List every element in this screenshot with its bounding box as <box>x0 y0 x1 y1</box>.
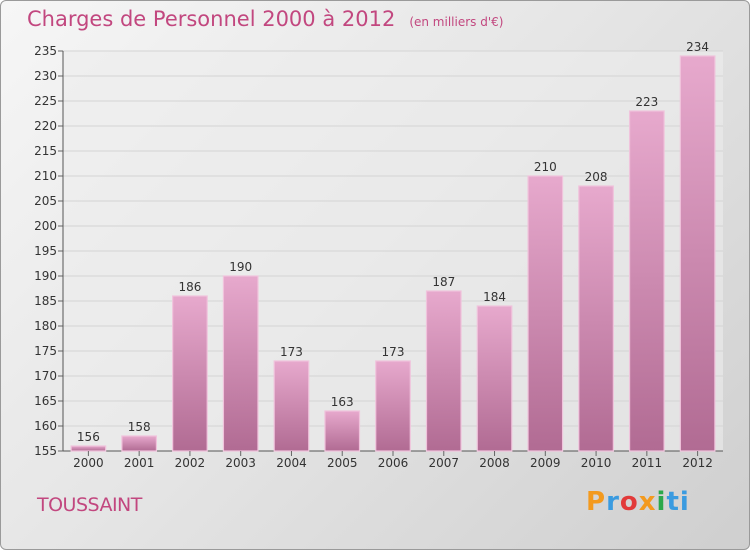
chart-title-text: Charges de Personnel 2000 à 2012 <box>27 7 396 31</box>
x-tick-label: 2009 <box>530 456 561 470</box>
y-tick-label: 180 <box>34 319 57 333</box>
bar <box>679 55 716 452</box>
data-label: 234 <box>686 40 709 54</box>
bar <box>578 185 614 452</box>
data-label: 223 <box>635 95 658 109</box>
data-label: 190 <box>229 260 252 274</box>
data-label: 173 <box>280 345 303 359</box>
bar <box>222 275 259 452</box>
x-tick-label: 2012 <box>682 456 713 470</box>
y-tick-label: 160 <box>34 419 57 433</box>
logo-letter: o <box>619 487 639 517</box>
y-tick-label: 170 <box>34 369 57 383</box>
data-label: 186 <box>178 280 201 294</box>
y-tick-label: 205 <box>34 194 57 208</box>
logo-letter: ti <box>666 487 690 517</box>
x-tick-label: 2001 <box>124 456 155 470</box>
x-tick-label: 2003 <box>225 456 256 470</box>
x-tick-label: 2000 <box>73 456 104 470</box>
bar <box>273 360 310 452</box>
data-label: 156 <box>77 430 100 444</box>
y-tick-label: 185 <box>34 294 57 308</box>
logo-letter: i <box>656 487 667 517</box>
bar <box>121 435 158 452</box>
x-tick-label: 2005 <box>327 456 358 470</box>
commune-name: TOUSSAINT <box>37 494 142 516</box>
bar <box>375 360 411 452</box>
chart-title: Charges de Personnel 2000 à 2012 (en mill… <box>27 7 503 31</box>
logo-letter: r <box>606 487 620 517</box>
data-label: 158 <box>128 420 151 434</box>
y-tick-label: 195 <box>34 244 57 258</box>
x-tick-label: 2010 <box>581 456 612 470</box>
x-tick-label: 2011 <box>632 456 663 470</box>
bar <box>324 410 361 452</box>
y-tick-label: 165 <box>34 394 57 408</box>
y-tick-label: 215 <box>34 144 57 158</box>
data-label: 210 <box>534 160 557 174</box>
y-tick-label: 220 <box>34 119 57 133</box>
x-tick-label: 2004 <box>276 456 307 470</box>
x-tick-label: 2008 <box>479 456 510 470</box>
data-label: 208 <box>585 170 608 184</box>
bar <box>172 295 208 452</box>
logo-letter: P <box>586 487 607 517</box>
data-label: 187 <box>432 275 455 289</box>
y-tick-label: 200 <box>34 219 57 233</box>
bar <box>476 305 513 452</box>
x-tick-label: 2006 <box>378 456 409 470</box>
chart-subtitle: (en milliers d'€) <box>409 15 504 29</box>
bar <box>628 110 665 452</box>
x-tick-label: 2007 <box>428 456 459 470</box>
logo-letter: x <box>638 487 657 517</box>
y-tick-label: 175 <box>34 344 57 358</box>
bar <box>527 175 564 452</box>
y-tick-label: 230 <box>34 69 57 83</box>
data-label: 163 <box>331 395 354 409</box>
bar <box>425 290 462 452</box>
y-tick-label: 190 <box>34 269 57 283</box>
y-tick-label: 235 <box>34 44 57 58</box>
proxiti-logo: Proxiti <box>586 487 690 517</box>
y-tick-label: 225 <box>34 94 57 108</box>
bar <box>70 445 107 452</box>
data-label: 184 <box>483 290 506 304</box>
y-tick-label: 210 <box>34 169 57 183</box>
x-tick-label: 2002 <box>175 456 206 470</box>
data-label: 173 <box>382 345 405 359</box>
y-tick-label: 155 <box>34 444 57 458</box>
